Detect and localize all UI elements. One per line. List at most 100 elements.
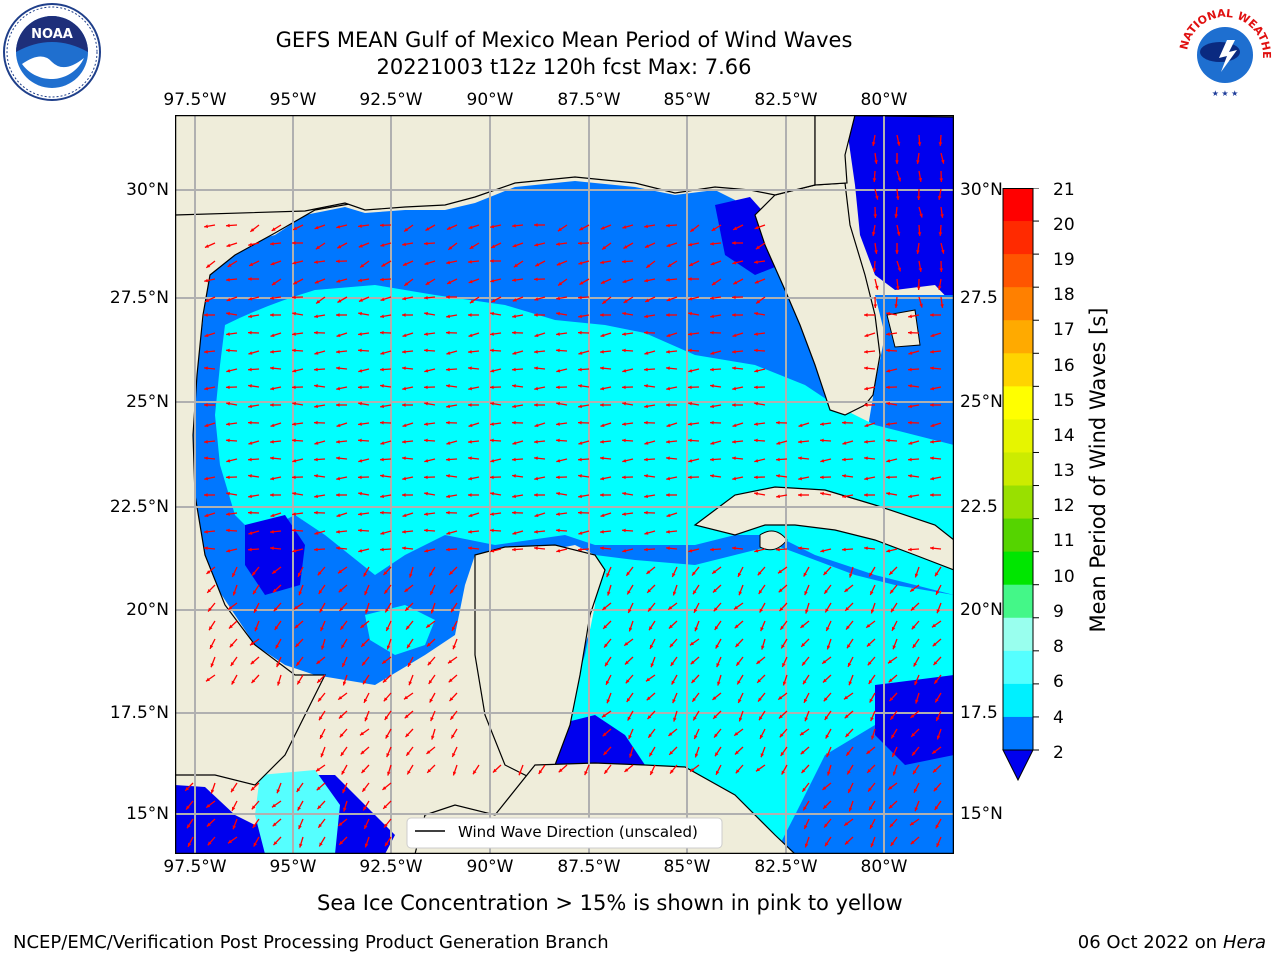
wave-arrow-head	[691, 679, 696, 684]
wave-arrow-head	[358, 512, 362, 516]
wave-arrow-head	[364, 698, 368, 703]
wave-arrow-head	[916, 160, 920, 164]
wave-arrow-head	[250, 786, 255, 791]
wave-arrow-head	[226, 438, 230, 443]
wave-arrow-head	[600, 313, 604, 317]
wave-arrow-head	[940, 214, 944, 218]
wave-arrow-head	[666, 297, 671, 302]
wave-arrow-head	[451, 608, 455, 613]
wave-arrow-head	[864, 439, 868, 444]
wave-arrow-head	[360, 263, 365, 268]
wave-arrow-head	[932, 750, 937, 754]
wave-arrow-head	[624, 642, 629, 646]
wave-arrow-head	[732, 476, 737, 481]
wave-arrow-head	[402, 242, 406, 247]
wave-arrow-head	[846, 625, 850, 630]
wave-arrow-head	[314, 457, 318, 462]
wave-arrow-head	[738, 698, 742, 703]
wave-arrow-head	[760, 627, 764, 632]
wave-arrow-head	[761, 645, 765, 650]
wave-arrow-head	[935, 698, 939, 703]
wave-arrow-head	[864, 403, 868, 407]
wave-arrow-head	[843, 695, 848, 700]
wave-arrow-head	[754, 401, 758, 406]
wave-arrow-head	[820, 491, 824, 496]
wave-arrow-head	[358, 348, 362, 353]
wave-arrow-head	[842, 420, 846, 425]
wave-arrow-head	[292, 295, 296, 300]
wave-arrow-head	[760, 734, 764, 739]
wave-arrow-head	[799, 731, 804, 736]
wave-arrow-head	[600, 366, 604, 371]
wave-arrow-head	[644, 224, 648, 229]
wave-arrow-head	[380, 223, 384, 228]
wave-arrow-head	[451, 734, 455, 739]
wave-arrow-head	[694, 734, 698, 739]
wave-arrow-head	[776, 494, 780, 499]
wave-arrow-head	[491, 244, 496, 248]
legend-label: Wind Wave Direction (unscaled)	[458, 823, 698, 841]
wave-arrow-head	[431, 735, 435, 740]
wave-arrow-head	[230, 662, 235, 667]
wave-arrow-head	[406, 625, 410, 630]
wave-arrow-head	[468, 493, 472, 497]
wave-arrow-head	[450, 715, 454, 720]
wave-arrow-head	[803, 806, 807, 811]
wave-arrow-head	[688, 459, 693, 463]
wave-arrow-head	[336, 423, 341, 428]
wave-arrow-head	[314, 367, 318, 372]
wave-arrow-head	[294, 624, 299, 629]
wave-arrow-head	[757, 678, 762, 683]
wave-arrow-head	[734, 750, 739, 755]
wave-arrow-head	[556, 438, 560, 443]
wave-arrow-head	[938, 142, 943, 146]
wave-arrow-head	[666, 243, 671, 248]
wave-arrow-head	[866, 750, 871, 754]
wave-arrow-head	[534, 313, 538, 317]
wave-arrow-head	[867, 768, 872, 773]
wave-arrow-head	[270, 546, 274, 551]
wave-arrow-head	[908, 404, 912, 409]
wave-arrow-head	[732, 546, 736, 551]
wave-arrow-head	[826, 645, 831, 650]
wave-arrow-head	[908, 420, 912, 425]
wave-arrow-head	[930, 313, 934, 317]
wave-arrow-head	[842, 457, 846, 462]
wave-arrow-head	[248, 547, 252, 552]
wave-arrow-head	[428, 680, 433, 685]
wave-arrow-head	[754, 549, 759, 553]
wave-arrow-head	[604, 769, 608, 774]
wave-arrow-head	[252, 824, 257, 829]
wave-arrow-head	[604, 643, 608, 648]
wave-arrow-head	[650, 663, 655, 668]
wave-arrow-head	[874, 250, 878, 254]
wave-arrow-head	[798, 493, 802, 497]
colorbar-tick: 4	[1053, 708, 1064, 728]
lat-tick-left: 27.5°N	[109, 288, 169, 308]
colorbar-tick: 8	[1053, 637, 1064, 657]
wave-arrow-head	[930, 366, 934, 371]
wave-arrow-head	[425, 227, 430, 231]
colorbar-segment	[1003, 386, 1033, 420]
wave-arrow-head	[317, 571, 322, 576]
wave-arrow-head	[204, 476, 209, 481]
wave-arrow-head	[673, 717, 677, 722]
wave-arrow-head	[803, 572, 807, 577]
wave-arrow-head	[385, 608, 389, 613]
wave-arrow-head	[446, 420, 450, 425]
wave-arrow-head	[468, 225, 473, 230]
wave-arrow-head	[534, 513, 539, 518]
wave-arrow-head	[756, 299, 761, 304]
wave-arrow-head	[820, 438, 824, 443]
wave-arrow-head	[600, 349, 604, 354]
wave-arrow-head	[690, 228, 695, 232]
svg-text:★ ★ ★: ★ ★ ★	[1212, 89, 1239, 98]
wave-arrow-head	[512, 457, 516, 462]
wave-arrow-head	[716, 663, 720, 668]
wave-arrow-head	[735, 769, 740, 774]
wave-arrow-head	[317, 678, 322, 683]
map-frame	[175, 115, 954, 854]
wave-arrow-head	[363, 680, 367, 685]
east-coast-land	[814, 115, 856, 186]
wave-arrow-head	[226, 401, 230, 406]
